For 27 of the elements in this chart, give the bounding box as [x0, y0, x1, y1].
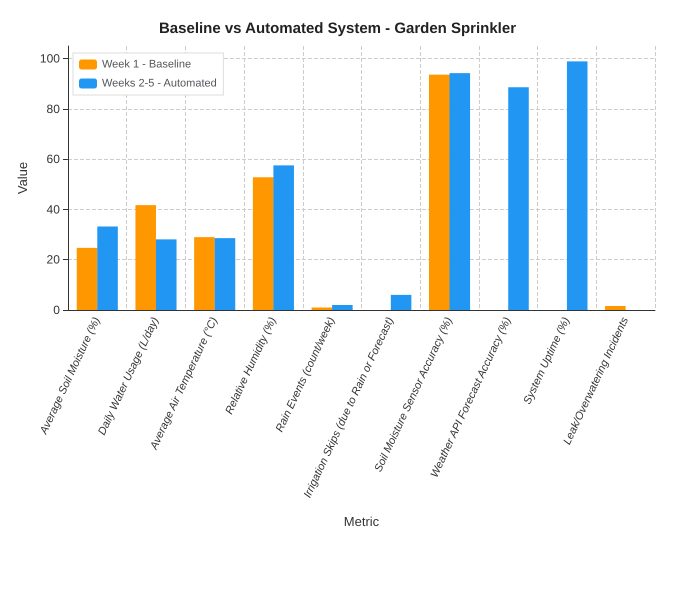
bar: [97, 226, 118, 310]
bar: [76, 248, 98, 310]
y-tick-label: 0: [53, 303, 60, 317]
bar: [508, 87, 529, 310]
bar: [214, 238, 236, 310]
bar: [156, 239, 177, 310]
y-tick-label: 20: [46, 252, 60, 267]
bar: [428, 74, 450, 310]
bar: [450, 73, 470, 310]
bar: [312, 307, 332, 310]
legend-label: Weeks 2-5 - Automated: [102, 78, 217, 90]
y-tick-label: 80: [46, 102, 60, 116]
bar: [194, 237, 215, 310]
y-tick-label: 100: [40, 52, 60, 66]
bar: [390, 294, 412, 310]
y-axis-title: Value: [15, 162, 30, 194]
bar: [252, 177, 274, 310]
y-tick-label: 60: [46, 152, 60, 166]
bar: [332, 304, 353, 310]
bar: [605, 306, 626, 310]
bar: [566, 61, 588, 310]
x-axis-title: Metric: [344, 514, 380, 529]
chart-title: Baseline vs Automated System - Garden Sprinkler: [158, 20, 516, 37]
legend-label: Week 1 - Baseline: [102, 58, 192, 70]
bar: [273, 165, 294, 310]
y-tick-label: 40: [46, 202, 60, 216]
bar: [135, 205, 156, 310]
